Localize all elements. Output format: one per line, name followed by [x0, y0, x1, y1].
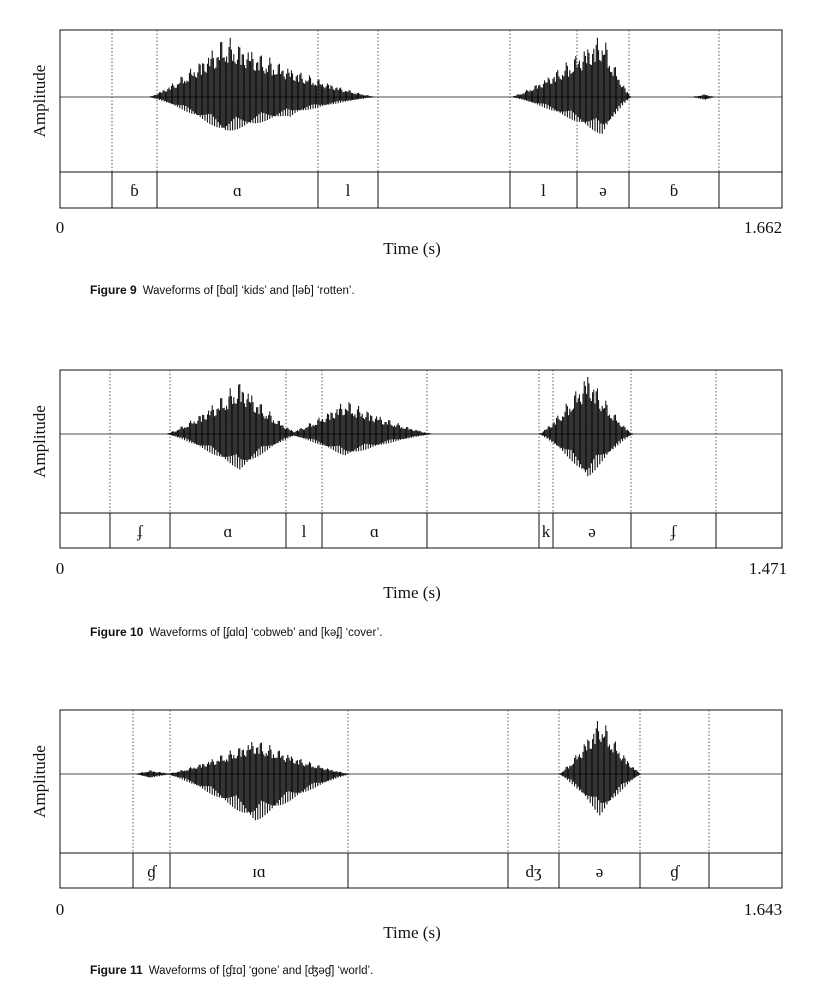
segment-label: ɠ	[670, 862, 680, 881]
segment-label: ɑ	[370, 522, 379, 541]
segment-label: l	[302, 522, 307, 541]
segment-label: ə	[588, 522, 596, 541]
figure: ʄ ɑ l ɑ k ə ʄ Amplitude 0 1.471 Time (s) Figure 10 W…	[30, 369, 787, 639]
caption: Figure 9 Waveforms of [ɓɑl] ‘kids’ and [l…	[90, 283, 355, 297]
x-end: 1.471	[749, 559, 787, 578]
x-axis-label: Time (s)	[383, 923, 440, 942]
x-end: 1.643	[744, 900, 782, 919]
figure: ɓ ɑ l l ə ɓ Amplitude 0 1.662 Time (s) Figure 9 Wav…	[30, 29, 783, 297]
segment-label: ɑ	[233, 181, 242, 200]
caption-text: Waveforms of [ʄɑlɑ] ‘cobweb’ and [kəʄ] ‘…	[149, 627, 382, 639]
caption-text: Waveforms of [ɠɪɑ] ‘gone’ and [ʤəɠ] ‘wor…	[149, 965, 374, 977]
figure: ɠ ɪɑ dʒ ə ɠ Amplitude 0 1.643 Time (s) Figure 11 W…	[30, 709, 783, 977]
segment-label: ɑ	[224, 522, 233, 541]
segment-label: dʒ	[525, 862, 542, 881]
segment-label: k	[542, 522, 551, 541]
caption-label: Figure 9	[90, 283, 137, 297]
y-axis-label: Amplitude	[30, 745, 49, 818]
caption-label: Figure 11	[90, 963, 143, 977]
caption-label: Figure 10	[90, 625, 144, 639]
x-start: 0	[56, 900, 65, 919]
segment-label: ɪɑ	[252, 862, 266, 881]
segment-label: ʄ	[136, 522, 143, 541]
caption-text: Waveforms of [ɓɑl] ‘kids’ and [ləɓ] ‘rot…	[143, 285, 355, 297]
segment-label: l	[541, 181, 546, 200]
y-axis-label: Amplitude	[30, 405, 49, 478]
segment-label: l	[346, 181, 351, 200]
waveform	[167, 377, 633, 477]
segment-label: ɓ	[670, 181, 679, 200]
segment-label: ɓ	[130, 181, 139, 200]
caption: Figure 10 Waveforms of [ʄɑlɑ] ‘cobweb’ an…	[90, 625, 382, 639]
plot-frame	[59, 29, 783, 209]
plot-frame	[59, 709, 783, 889]
segment-label: ə	[596, 862, 604, 881]
x-axis-label: Time (s)	[383, 583, 440, 602]
x-end: 1.662	[744, 218, 782, 237]
x-axis-label: Time (s)	[383, 239, 440, 258]
plot-frame	[59, 369, 783, 549]
waveform	[136, 721, 642, 821]
x-start: 0	[56, 218, 65, 237]
segment-label: ʄ	[670, 522, 677, 541]
x-start: 0	[56, 559, 65, 578]
y-axis-label: Amplitude	[30, 65, 49, 138]
waveform	[149, 37, 715, 134]
segment-label: ɠ	[147, 862, 157, 881]
caption: Figure 11 Waveforms of [ɠɪɑ] ‘gone’ and […	[90, 963, 373, 977]
segment-label: ə	[599, 181, 607, 200]
